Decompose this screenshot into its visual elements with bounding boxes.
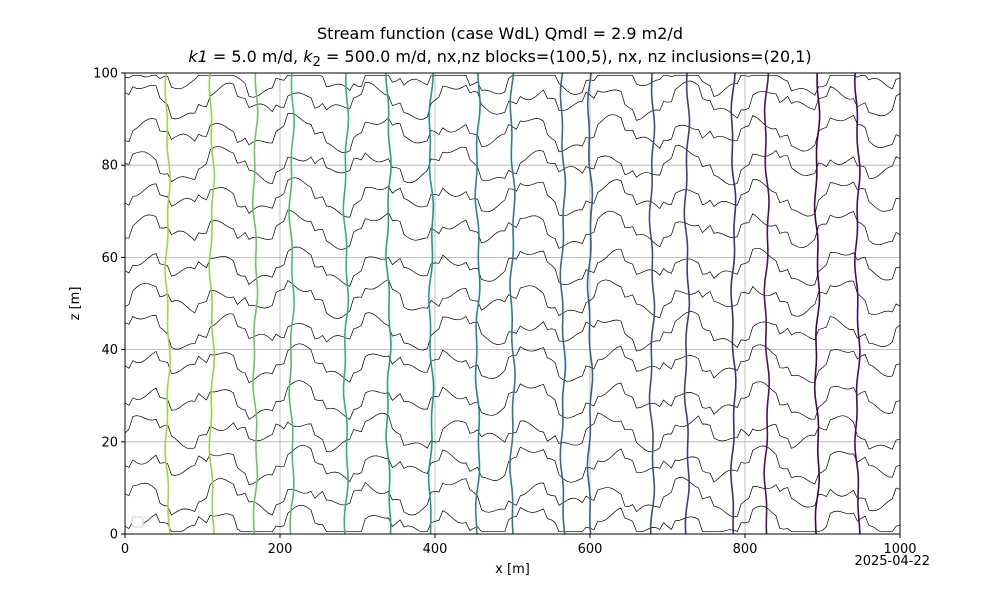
stream-line-15 (813, 72, 821, 535)
stream-line-9 (559, 72, 567, 535)
y-tick-label: 80 (101, 159, 118, 174)
subtitle-rest: , nx,nz blocks=(100,5), nx, nz inclusion… (426, 47, 812, 66)
date-stamp: 2025-04-22 (854, 554, 930, 569)
tick-layer: 0 200 400 600 800 1000 0 20 40 60 80 100 (93, 67, 916, 558)
x-tick-label: 200 (268, 542, 293, 557)
legend-box (131, 516, 144, 528)
head-contour-line (124, 444, 901, 486)
x-tick-label: 0 (121, 542, 129, 557)
k1-symbol: k1 (188, 47, 208, 66)
stream-line-14 (763, 72, 771, 535)
k1-value: = 5.0 m/d (207, 47, 294, 66)
head-contour-layer (124, 74, 901, 533)
y-tick-label: 100 (93, 67, 118, 82)
head-contour-line (124, 279, 901, 319)
stream-line-4 (342, 72, 350, 535)
chart-subtitle: k1 = 5.0 m/d, k2 = 500.0 m/d, nx,nz bloc… (0, 47, 1000, 70)
x-axis-label: x [m] (495, 562, 530, 577)
head-contour-line (124, 177, 901, 218)
stream-line-layer (164, 72, 861, 535)
x-tick-label: 600 (578, 542, 603, 557)
y-tick-label: 40 (101, 343, 118, 358)
y-axis-label: z [m] (68, 287, 83, 321)
stream-line-1 (208, 72, 216, 535)
subtitle-separator: , (293, 47, 304, 66)
stream-line-13 (729, 72, 737, 535)
stream-line-11 (648, 72, 656, 535)
y-tick-label: 20 (101, 435, 118, 450)
stream-line-5 (385, 72, 392, 535)
y-tick-label: 60 (101, 251, 118, 266)
stream-line-6 (427, 72, 435, 534)
axes-frame (124, 72, 901, 535)
y-tick-label: 0 (110, 528, 118, 543)
k2-symbol: k (303, 47, 313, 66)
stream-line-16 (853, 72, 861, 535)
x-tick-label: 800 (733, 542, 758, 557)
k2-subscript: 2 (312, 55, 321, 71)
head-contour-line (124, 380, 901, 420)
stream-line-0 (164, 72, 172, 535)
k2-value: = 500.0 m/d (320, 47, 427, 66)
x-tick-label: 1000 (883, 542, 916, 557)
stream-line-7 (474, 72, 481, 535)
stream-line-10 (586, 72, 594, 535)
head-contour-line (124, 80, 901, 121)
stream-line-12 (683, 72, 691, 535)
stream-line-8 (509, 72, 516, 535)
chart-title: Stream function (case WdL) Qmdl = 2.9 m2… (317, 24, 683, 43)
stream-line-3 (288, 72, 296, 535)
x-tick-label: 400 (423, 542, 448, 557)
stream-line-2 (251, 72, 259, 535)
